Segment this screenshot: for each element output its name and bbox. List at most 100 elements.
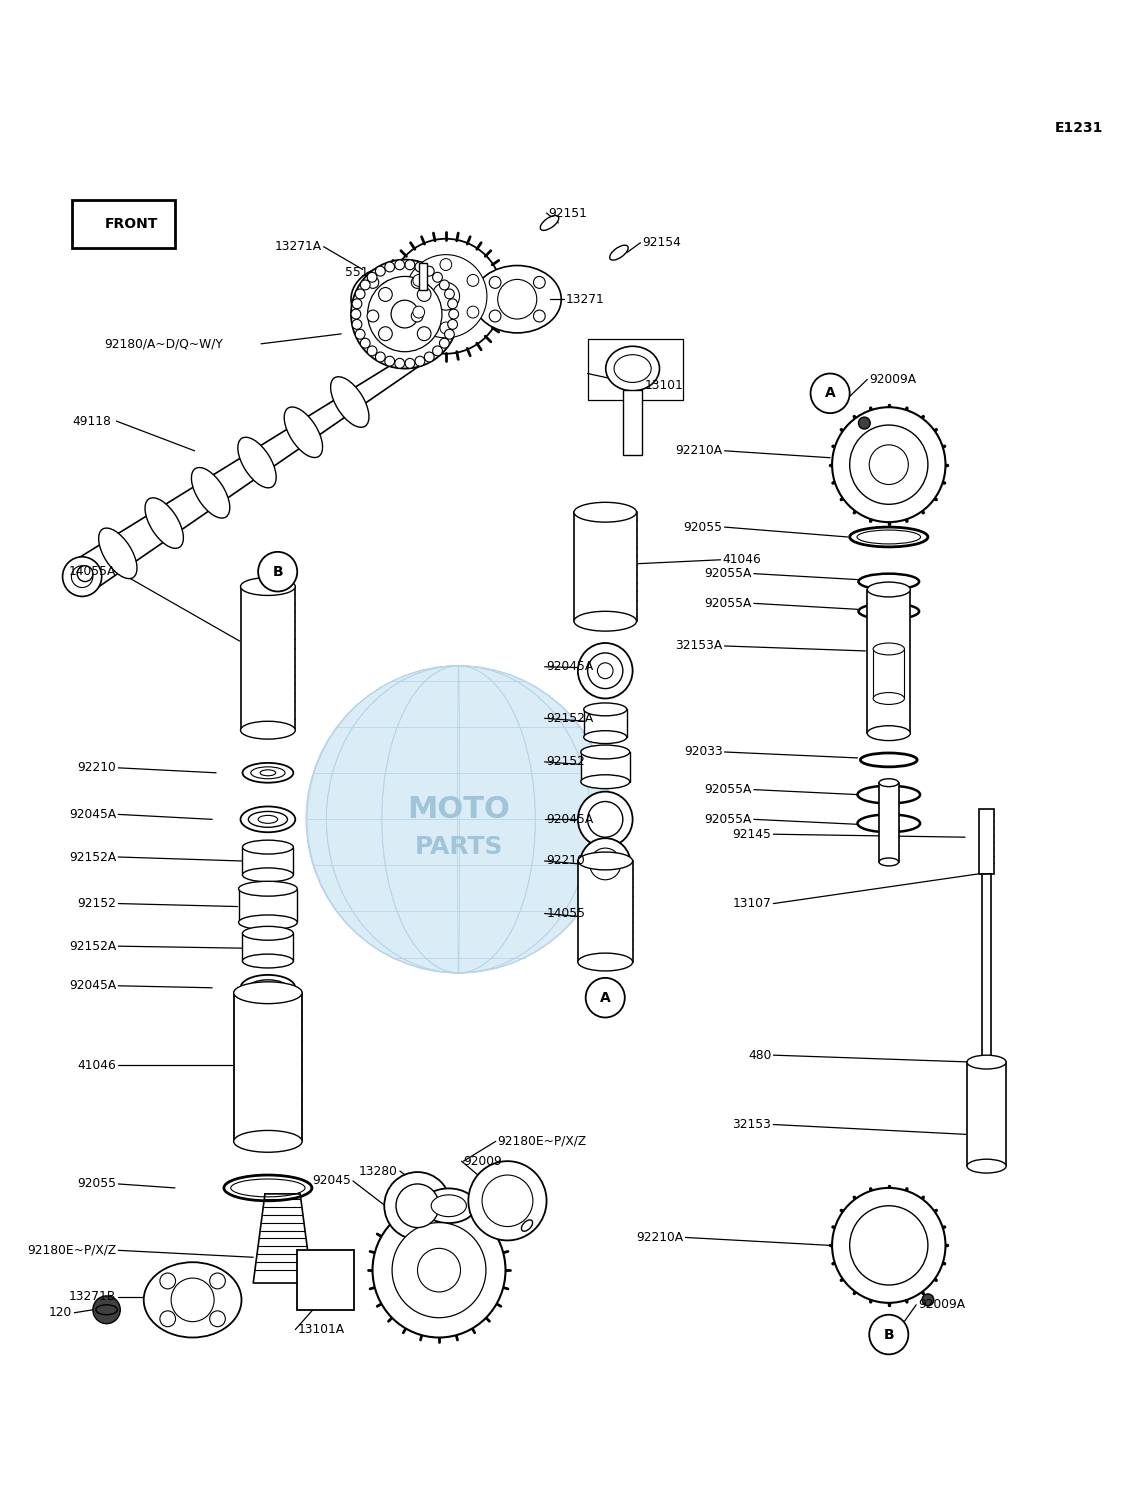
Circle shape: [393, 1223, 486, 1318]
Text: 92009: 92009: [464, 1154, 502, 1168]
Circle shape: [810, 374, 850, 413]
Circle shape: [71, 566, 93, 587]
Circle shape: [63, 557, 102, 596]
Ellipse shape: [606, 347, 659, 390]
Ellipse shape: [581, 775, 630, 788]
Ellipse shape: [583, 731, 627, 743]
Circle shape: [367, 345, 377, 356]
Circle shape: [405, 359, 414, 368]
Ellipse shape: [331, 377, 369, 428]
Circle shape: [482, 1175, 533, 1226]
Text: A: A: [600, 991, 611, 1004]
Text: 92180E~P/X/Z: 92180E~P/X/Z: [28, 1244, 116, 1256]
Ellipse shape: [581, 744, 630, 760]
Circle shape: [444, 290, 455, 299]
Circle shape: [375, 266, 386, 276]
Circle shape: [210, 1310, 225, 1327]
Circle shape: [597, 663, 613, 678]
Circle shape: [577, 642, 633, 698]
Circle shape: [444, 329, 455, 339]
Circle shape: [588, 653, 623, 689]
Circle shape: [433, 272, 442, 282]
Text: 92009A: 92009A: [918, 1298, 965, 1312]
Bar: [879, 782, 899, 862]
Circle shape: [413, 306, 425, 318]
Circle shape: [440, 323, 451, 333]
Ellipse shape: [967, 1055, 1006, 1069]
Circle shape: [258, 552, 297, 591]
Text: 41046: 41046: [722, 554, 761, 566]
Ellipse shape: [239, 916, 297, 929]
Circle shape: [413, 275, 425, 287]
Circle shape: [468, 1162, 546, 1240]
Circle shape: [534, 276, 545, 288]
Ellipse shape: [241, 806, 295, 832]
Circle shape: [391, 300, 419, 327]
Text: 92154: 92154: [643, 236, 681, 249]
Text: 92055: 92055: [683, 521, 722, 533]
Circle shape: [418, 327, 430, 341]
Circle shape: [375, 279, 414, 320]
Circle shape: [850, 1205, 928, 1285]
Ellipse shape: [974, 1057, 999, 1067]
Ellipse shape: [874, 642, 905, 654]
Ellipse shape: [879, 779, 899, 787]
Circle shape: [395, 260, 404, 270]
Circle shape: [405, 260, 414, 270]
Ellipse shape: [614, 354, 651, 383]
Circle shape: [411, 276, 422, 288]
Bar: [623, 390, 643, 455]
Circle shape: [418, 288, 430, 302]
Ellipse shape: [541, 216, 559, 230]
Ellipse shape: [473, 266, 561, 333]
Text: 92210: 92210: [546, 854, 585, 868]
Circle shape: [307, 666, 610, 973]
Ellipse shape: [610, 245, 628, 260]
Ellipse shape: [580, 854, 630, 874]
Ellipse shape: [879, 859, 899, 866]
Text: 13101A: 13101A: [297, 1322, 344, 1336]
Text: 92045: 92045: [312, 1174, 351, 1187]
Circle shape: [577, 791, 633, 847]
Text: 120: 120: [49, 1306, 72, 1319]
Text: A: A: [824, 386, 836, 401]
Circle shape: [585, 977, 625, 1018]
Text: 92009A: 92009A: [869, 372, 916, 386]
Circle shape: [352, 299, 362, 309]
Text: 92152: 92152: [77, 898, 116, 910]
Text: 92045A: 92045A: [69, 979, 116, 992]
Ellipse shape: [242, 926, 294, 940]
Ellipse shape: [967, 1159, 1006, 1174]
Circle shape: [850, 425, 928, 504]
Circle shape: [367, 311, 379, 323]
Circle shape: [489, 276, 501, 288]
Text: 92045A: 92045A: [546, 660, 594, 674]
Circle shape: [352, 320, 362, 329]
Ellipse shape: [285, 407, 323, 458]
Text: 92145: 92145: [732, 827, 771, 841]
Circle shape: [449, 309, 458, 320]
Circle shape: [396, 1184, 439, 1228]
Circle shape: [467, 275, 479, 287]
Text: B: B: [272, 564, 284, 579]
Circle shape: [832, 1187, 946, 1303]
Text: 92151: 92151: [549, 207, 588, 219]
Circle shape: [355, 290, 365, 299]
Circle shape: [869, 1315, 908, 1354]
Text: 92152A: 92152A: [546, 711, 594, 725]
Circle shape: [360, 338, 370, 348]
Circle shape: [367, 276, 442, 351]
Circle shape: [425, 266, 434, 276]
Text: 92152A: 92152A: [69, 940, 116, 953]
Circle shape: [448, 320, 458, 329]
Text: 92045A: 92045A: [546, 814, 594, 826]
Ellipse shape: [248, 812, 287, 827]
Text: E1231: E1231: [1055, 122, 1103, 135]
Circle shape: [385, 356, 395, 366]
Circle shape: [489, 311, 501, 323]
Bar: [241, 587, 295, 729]
Circle shape: [405, 255, 487, 338]
Circle shape: [433, 345, 442, 356]
Text: 92180E~P/X/Z: 92180E~P/X/Z: [498, 1135, 587, 1148]
Text: 13271: 13271: [566, 293, 605, 306]
